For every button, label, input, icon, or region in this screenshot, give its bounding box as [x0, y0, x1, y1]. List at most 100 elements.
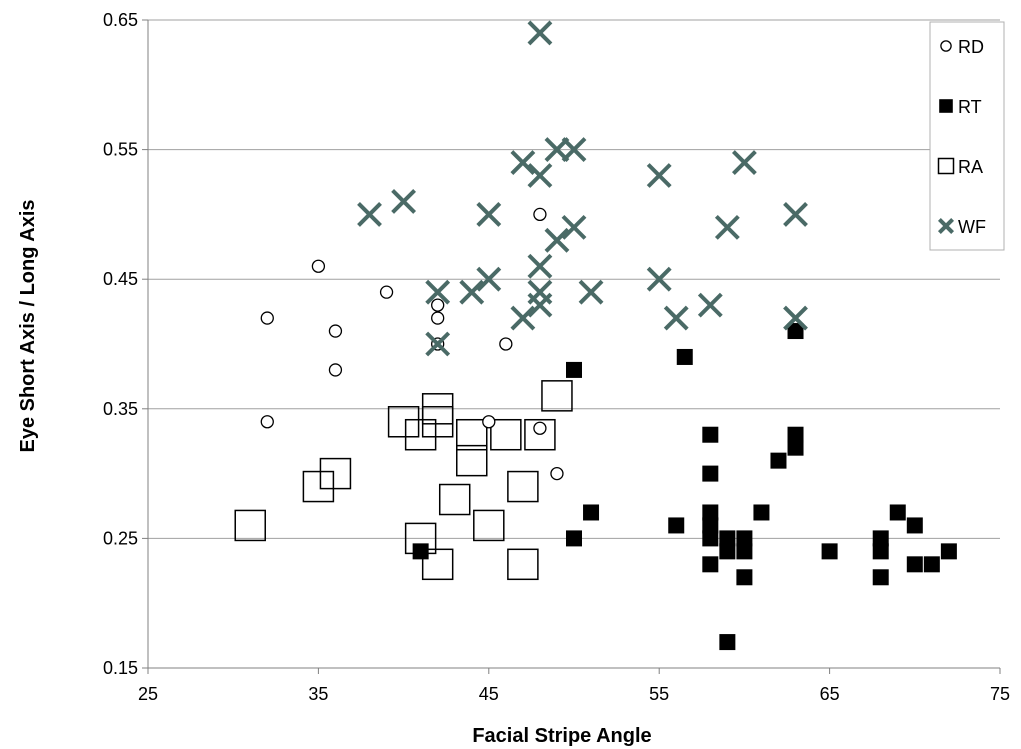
point-rt	[719, 634, 736, 651]
point-wf	[459, 279, 485, 305]
legend: RD RT RA WF	[929, 21, 1005, 251]
point-wf	[527, 292, 553, 318]
point-rt	[872, 543, 889, 560]
x-mark-stroke	[459, 279, 485, 305]
legend-label-rt: RT	[958, 97, 982, 117]
series-rt	[412, 323, 957, 651]
point-rd	[533, 207, 547, 222]
point-rt	[923, 556, 940, 573]
axes	[142, 19, 1001, 674]
point-rd	[328, 324, 343, 338]
x-axis-title: Facial Stripe Angle	[472, 725, 651, 747]
point-rt	[702, 556, 719, 573]
point-wf	[510, 150, 536, 175]
point-rd	[550, 466, 564, 481]
point-rt	[702, 530, 719, 547]
point-ra	[456, 418, 488, 451]
point-rt	[787, 439, 804, 456]
point-wf	[731, 150, 757, 175]
x-mark-stroke	[937, 217, 955, 235]
x-mark-stroke	[510, 150, 536, 175]
point-rt	[736, 569, 753, 586]
point-rt	[736, 530, 753, 547]
x-tick-label: 75	[990, 684, 1010, 704]
point-ra	[456, 444, 488, 477]
x-mark-stroke	[561, 137, 587, 163]
point-rd	[499, 337, 513, 351]
x-mark-stroke	[425, 331, 451, 357]
point-wf	[714, 214, 740, 240]
point-wf	[578, 279, 604, 305]
point-rt	[676, 348, 693, 365]
point-rd	[311, 259, 326, 273]
x-mark-stroke	[425, 279, 451, 305]
point-rt	[872, 569, 889, 586]
point-wf	[663, 305, 689, 331]
x-mark-stroke	[527, 253, 553, 279]
point-wf	[544, 227, 570, 253]
point-ra	[490, 418, 522, 451]
point-rt	[719, 543, 736, 560]
legend-marker-wf	[937, 217, 955, 235]
point-ra	[438, 483, 471, 516]
point-rd	[533, 421, 547, 435]
point-rt	[719, 530, 736, 547]
x-mark-stroke	[476, 266, 502, 292]
series-ra	[234, 380, 573, 581]
point-ra	[387, 406, 420, 438]
point-wf	[527, 163, 553, 188]
x-tick-labels: 25 35 45 55 65 75	[138, 684, 1010, 704]
gridlines	[148, 19, 1000, 539]
y-tick-label: 0.55	[103, 140, 138, 160]
x-mark-stroke	[663, 305, 689, 331]
point-rt	[702, 517, 719, 534]
point-rt	[906, 556, 923, 573]
x-mark-stroke	[783, 201, 808, 227]
y-tick-label: 0.35	[103, 399, 138, 419]
point-rd	[431, 311, 445, 325]
x-mark-stroke	[783, 305, 808, 331]
x-mark-stroke	[578, 279, 604, 305]
point-wf	[561, 214, 587, 240]
x-mark-stroke	[527, 163, 553, 188]
point-rt	[702, 465, 719, 482]
point-wf	[425, 331, 451, 357]
point-rd	[328, 363, 343, 377]
point-wf	[527, 20, 553, 46]
x-mark-stroke	[544, 227, 570, 253]
point-rt	[702, 504, 719, 521]
x-mark-stroke	[697, 292, 723, 318]
x-mark-stroke	[527, 20, 553, 46]
data-points	[234, 20, 957, 651]
point-ra	[524, 418, 556, 451]
x-mark-stroke	[510, 305, 536, 331]
point-ra	[319, 457, 352, 490]
x-tick-label: 55	[649, 684, 669, 704]
point-wf	[357, 201, 382, 227]
legend-marker-rd	[940, 40, 952, 52]
point-wf	[783, 305, 808, 331]
point-ra	[302, 470, 335, 503]
point-rt	[566, 530, 582, 547]
y-tick-label: 0.25	[103, 528, 138, 548]
point-wf	[510, 305, 536, 331]
point-rt	[412, 543, 429, 560]
point-ra	[234, 509, 266, 542]
point-ra	[541, 380, 573, 412]
point-ra	[421, 548, 454, 581]
x-mark-stroke	[357, 201, 382, 227]
point-rt	[889, 504, 906, 521]
y-tick-label: 0.15	[103, 658, 138, 678]
x-mark-stroke	[561, 214, 587, 240]
x-tick-label: 35	[308, 684, 328, 704]
point-rd	[379, 285, 394, 299]
series-rd	[260, 207, 803, 481]
point-ra	[473, 509, 505, 542]
series-wf	[357, 20, 808, 357]
point-ra	[404, 418, 437, 451]
x-mark-stroke	[391, 189, 417, 214]
point-wf	[646, 163, 672, 188]
point-rt	[872, 530, 889, 547]
point-wf	[561, 137, 587, 163]
